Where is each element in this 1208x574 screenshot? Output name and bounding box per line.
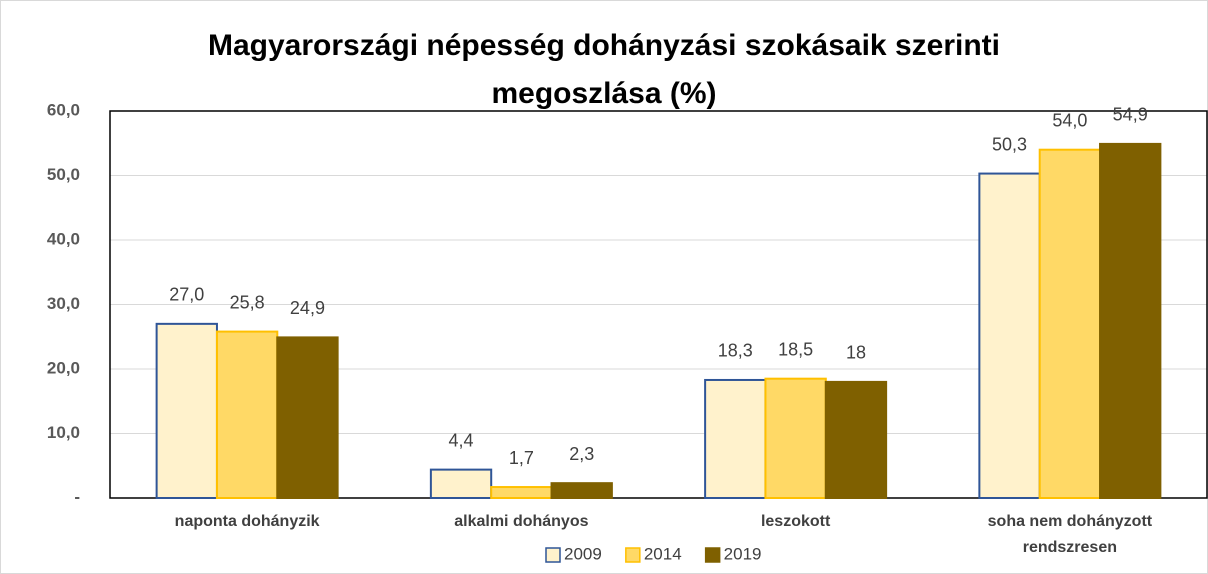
legend-label: 2014 xyxy=(644,544,682,563)
data-label: 24,9 xyxy=(290,298,325,318)
x-tick-label: alkalmi dohányos xyxy=(454,513,589,530)
data-label: 18,3 xyxy=(718,341,753,361)
bar xyxy=(215,330,279,499)
data-label: 4,4 xyxy=(449,430,474,450)
bar xyxy=(764,377,827,499)
bar xyxy=(155,322,218,499)
data-label: 27,0 xyxy=(169,285,204,305)
data-label: 54,0 xyxy=(1052,110,1087,130)
plot-border xyxy=(109,110,1208,499)
data-label: 54,9 xyxy=(1113,105,1148,125)
data-label: 50,3 xyxy=(992,134,1027,154)
legend-swatch xyxy=(704,547,721,563)
bar xyxy=(824,380,888,499)
data-label: 2,3 xyxy=(569,444,594,464)
bar xyxy=(1099,142,1162,500)
y-tick-label: 40,0 xyxy=(47,229,80,248)
legend-swatch xyxy=(545,547,561,563)
legend-swatch xyxy=(625,547,641,563)
x-tick-label: naponta dohányzik xyxy=(174,513,320,530)
data-label: 1,7 xyxy=(509,448,534,468)
bar xyxy=(704,378,767,499)
data-label: 18 xyxy=(846,343,866,363)
bar xyxy=(550,482,613,500)
y-tick-label: - xyxy=(74,487,80,506)
bar xyxy=(429,468,493,499)
y-tick-label: 60,0 xyxy=(47,100,80,119)
bar xyxy=(490,486,553,500)
legend-label: 2019 xyxy=(724,544,762,563)
data-label: 18,5 xyxy=(778,339,813,359)
y-tick-label: 50,0 xyxy=(47,165,80,184)
bar xyxy=(276,336,339,499)
y-tick-label: 30,0 xyxy=(47,294,80,313)
x-tick-label: soha nem dohányzott rendszresen xyxy=(987,513,1153,556)
x-tick-label: leszokott xyxy=(760,513,831,530)
chart-title: Magyarországi népesség dohányzási szokás… xyxy=(208,29,1000,110)
y-tick-label: 20,0 xyxy=(47,358,80,377)
bar xyxy=(1038,148,1102,499)
legend-label: 2009 xyxy=(564,544,602,563)
y-tick-label: 10,0 xyxy=(47,423,80,442)
data-label: 25,8 xyxy=(230,292,265,312)
bar xyxy=(978,172,1041,499)
